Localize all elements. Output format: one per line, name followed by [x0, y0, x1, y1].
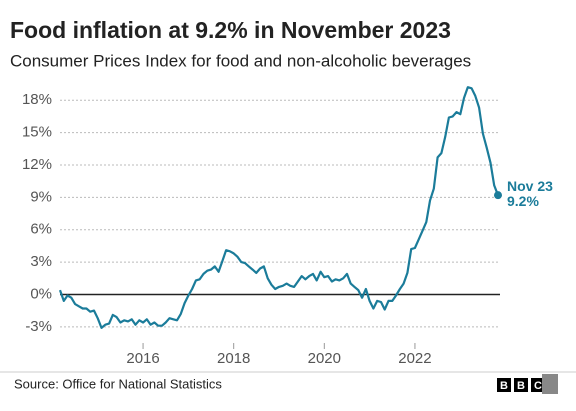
y-tick-label: 6%: [30, 221, 52, 238]
logo-letter: C: [534, 380, 542, 392]
x-tick-label: 2016: [126, 350, 159, 367]
x-tick-label: 2020: [308, 350, 341, 367]
y-tick-label: 3%: [30, 253, 52, 270]
x-tick-label: 2022: [398, 350, 431, 367]
annotation: Nov 23: [507, 178, 553, 194]
chart-subtitle: Consumer Prices Index for food and non-a…: [10, 51, 471, 70]
chart-title: Food inflation at 9.2% in November 2023: [10, 17, 451, 43]
value-label: 9.2%: [507, 193, 539, 209]
logo: B B C: [497, 374, 558, 394]
y-tick-label: 18%: [22, 91, 52, 108]
y-tick-label: -3%: [25, 318, 52, 335]
logo-letter: B: [500, 380, 508, 392]
logo-letter: B: [517, 380, 525, 392]
point: [494, 191, 502, 200]
source: Source: Office for National Statistics: [14, 376, 222, 391]
y-tick-label: 12%: [22, 156, 52, 173]
line: [58, 86, 500, 329]
y-tick-label: 9%: [30, 188, 52, 205]
y-tick-label: 15%: [22, 124, 52, 141]
y-tick-label: 0%: [30, 285, 52, 302]
x-tick-label: 2018: [217, 350, 250, 367]
